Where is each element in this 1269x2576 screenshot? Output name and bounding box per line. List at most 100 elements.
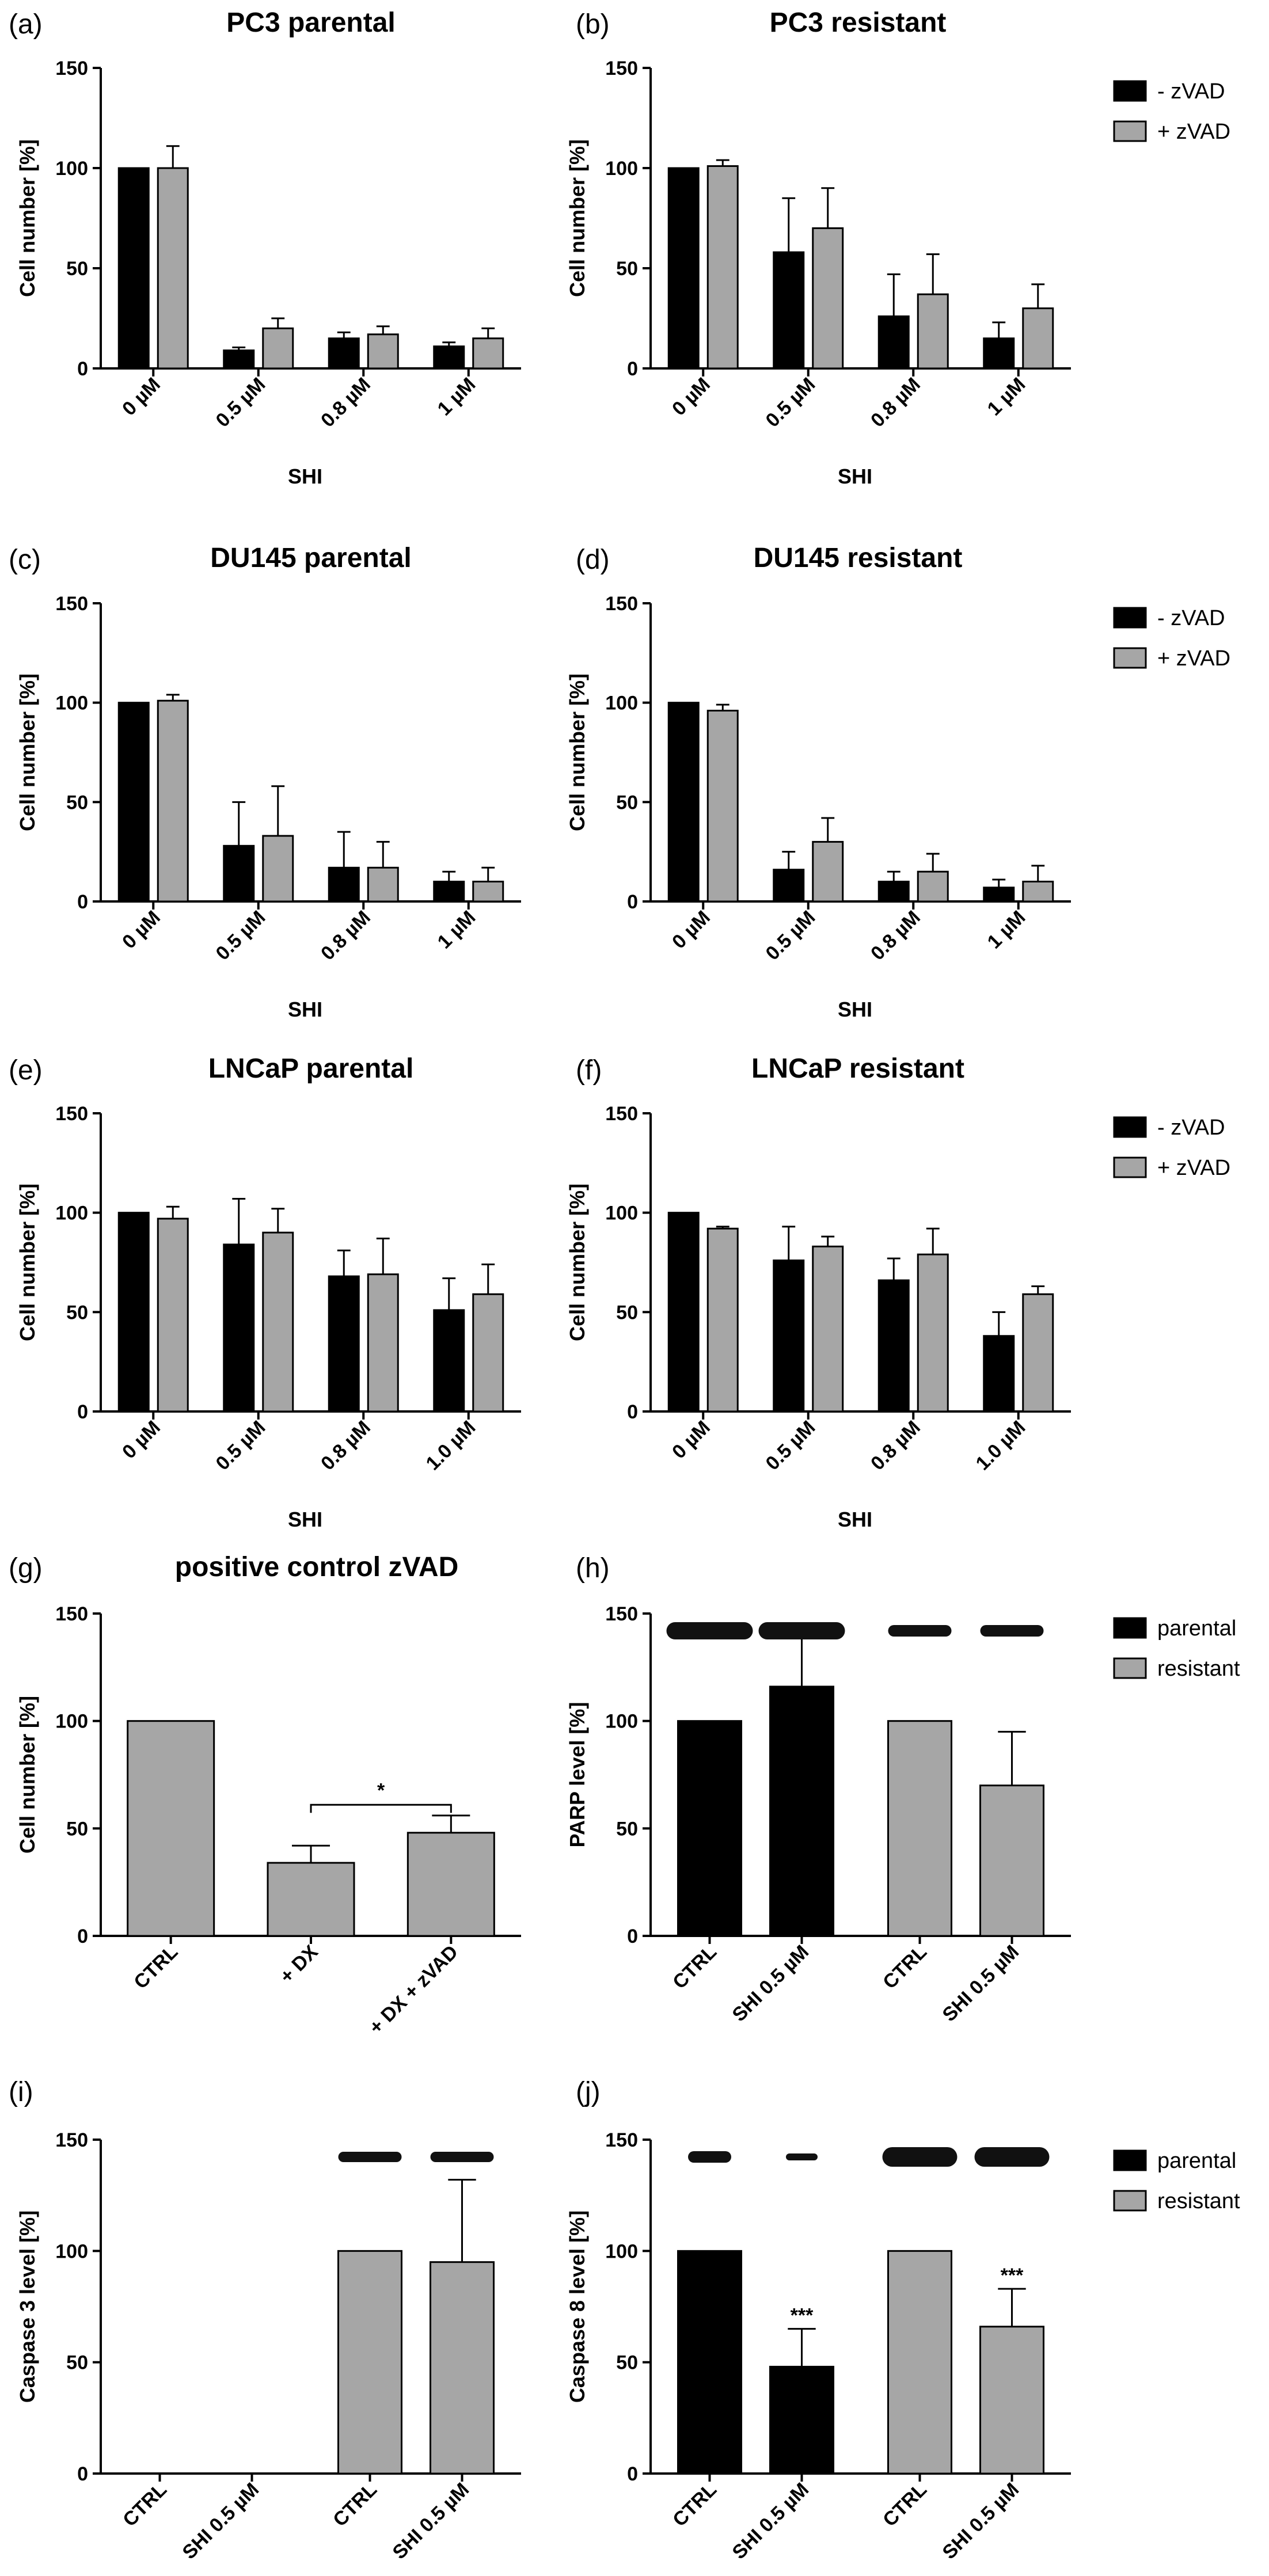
bar-plus-zvad	[917, 293, 949, 370]
bar-minus-zvad	[773, 1260, 805, 1413]
legend-swatch	[1113, 80, 1147, 102]
y-axis-label: Cell number [%]	[16, 139, 39, 297]
x-tick-label: 1 µM	[434, 907, 480, 953]
panel-label: (b)	[576, 9, 610, 40]
y-tick-label: 150	[55, 58, 88, 79]
legend-label: + zVAD	[1157, 120, 1230, 144]
y-tick-label: 50	[66, 1818, 88, 1840]
bar-minus-zvad	[773, 869, 805, 903]
legend-label: + zVAD	[1157, 1156, 1230, 1180]
bar-plus-zvad	[367, 866, 399, 903]
bar-resistant	[430, 2261, 495, 2475]
x-tick-label: 1.0 µM	[422, 1417, 480, 1475]
bar-plus-zvad	[262, 835, 294, 903]
bar-value	[406, 1832, 495, 1937]
y-tick-label: 100	[605, 1711, 638, 1733]
x-tick-label: CTRL	[668, 2479, 721, 2531]
y-tick-label: 0	[77, 2463, 88, 2485]
x-tick-label: 0 µM	[668, 1417, 715, 1463]
chart-panel-g: (g) positive control zVAD 0 50 100 150 Cell nu…	[9, 1552, 521, 2038]
x-tick-label: 1.0 µM	[972, 1417, 1030, 1475]
bar-minus-zvad	[117, 1212, 150, 1413]
x-tick-label: 0 µM	[668, 374, 715, 420]
legend-swatch	[1113, 1156, 1147, 1178]
panel-label: (c)	[9, 545, 41, 575]
bar-minus-zvad	[433, 1309, 465, 1413]
y-tick-label: 0	[627, 2463, 638, 2485]
panel-label: (a)	[9, 9, 43, 40]
x-tick-label: CTRL	[879, 2479, 931, 2531]
y-tick-label: 150	[55, 593, 88, 615]
x-tick-label: 1 µM	[983, 907, 1030, 953]
bar-minus-zvad	[983, 337, 1015, 370]
y-tick-label: 0	[627, 1926, 638, 1947]
y-axis-label: Cell number [%]	[16, 1696, 39, 1854]
y-tick-label: 50	[616, 258, 638, 280]
chart-title: DU145 resistant	[754, 543, 963, 573]
x-tick-label: 0.5 µM	[762, 1417, 820, 1475]
legend-label: parental	[1157, 1616, 1236, 1641]
y-tick-label: 0	[77, 1401, 88, 1423]
bar-parental	[769, 1685, 834, 1937]
chart-panel-f: (f) LNCaP resistant 0 50 100 150 Cell number […	[565, 1053, 1230, 1531]
legend-swatch	[1113, 120, 1147, 142]
y-tick-label: 100	[605, 1203, 638, 1224]
legend-swatch	[1113, 1657, 1147, 1679]
y-tick-label: 150	[55, 1103, 88, 1125]
chart-panel-e: (e) LNCaP parental 0 50 100 150 Cell number [%…	[9, 1053, 521, 1531]
legend-swatch	[1113, 2149, 1147, 2171]
bar-plus-zvad	[917, 1253, 949, 1413]
y-axis-label: Caspase 3 level [%]	[16, 2210, 39, 2403]
x-tick-label: SHI 0.5 µM	[939, 2479, 1024, 2564]
legend-swatch	[1113, 2190, 1147, 2212]
y-tick-label: 0	[77, 1926, 88, 1947]
significance-label: ***	[1001, 2265, 1024, 2286]
chart-title: DU145 parental	[210, 543, 411, 573]
y-tick-label: 100	[55, 1711, 88, 1733]
y-axis-label: PARP level [%]	[565, 1702, 589, 1848]
x-tick-label: 0.8 µM	[317, 374, 375, 432]
panel-label: (h)	[576, 1553, 610, 1584]
x-tick-label: CTRL	[119, 2479, 171, 2531]
legend-label: parental	[1157, 2149, 1236, 2173]
bar-plus-zvad	[472, 337, 504, 370]
legend-label: - zVAD	[1157, 606, 1225, 630]
bar-resistant	[887, 2250, 952, 2475]
panel-label: (j)	[576, 2077, 601, 2107]
western-blot-band	[666, 1622, 753, 1639]
y-tick-label: 150	[605, 1103, 638, 1125]
y-tick-label: 0	[77, 358, 88, 380]
y-tick-label: 50	[616, 1818, 638, 1840]
legend-label: - zVAD	[1157, 79, 1225, 104]
legend-label: resistant	[1157, 2189, 1240, 2213]
western-blot-band	[688, 2151, 731, 2163]
legend-label: resistant	[1157, 1657, 1240, 1681]
bar-minus-zvad	[667, 702, 700, 903]
bar-plus-zvad	[1022, 880, 1054, 903]
y-axis-label: Cell number [%]	[565, 1184, 589, 1341]
y-tick-label: 150	[55, 2129, 88, 2151]
y-tick-label: 150	[605, 58, 638, 79]
x-tick-label: 0.5 µM	[212, 907, 270, 965]
bar-value	[267, 1862, 355, 1937]
bar-minus-zvad	[667, 1212, 700, 1413]
western-blot-band	[974, 2147, 1050, 2167]
y-tick-label: 100	[605, 2240, 638, 2262]
bar-plus-zvad	[262, 1231, 294, 1413]
y-tick-label: 150	[605, 2129, 638, 2151]
bar-plus-zvad	[812, 227, 844, 370]
y-axis-label: Cell number [%]	[565, 139, 589, 297]
bar-minus-zvad	[328, 866, 360, 903]
bar-plus-zvad	[472, 880, 504, 903]
bar-plus-zvad	[812, 1245, 844, 1413]
y-tick-label: 50	[616, 2352, 638, 2374]
chart-title: positive control zVAD	[175, 1552, 459, 1582]
significance-label: ***	[791, 2305, 814, 2327]
y-tick-label: 150	[605, 593, 638, 615]
bar-minus-zvad	[983, 886, 1015, 903]
bar-minus-zvad	[877, 880, 910, 903]
bar-plus-zvad	[1022, 1293, 1054, 1413]
y-tick-label: 0	[627, 1401, 638, 1423]
